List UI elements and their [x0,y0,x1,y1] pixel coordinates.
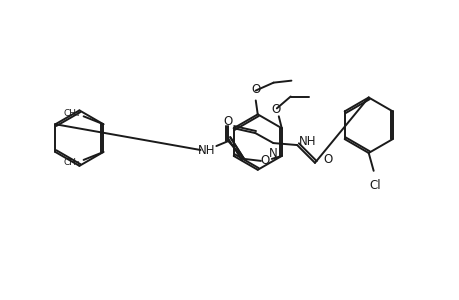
Text: N: N [269,147,277,160]
Text: O: O [223,115,232,128]
Text: O: O [251,82,260,95]
Text: NH: NH [298,135,316,148]
Text: Cl: Cl [369,179,381,192]
Text: O: O [323,153,332,167]
Text: O: O [260,154,269,167]
Text: O: O [271,103,280,116]
Text: NH: NH [197,145,215,158]
Text: CH₃: CH₃ [63,109,79,118]
Text: CH₃: CH₃ [63,158,79,167]
